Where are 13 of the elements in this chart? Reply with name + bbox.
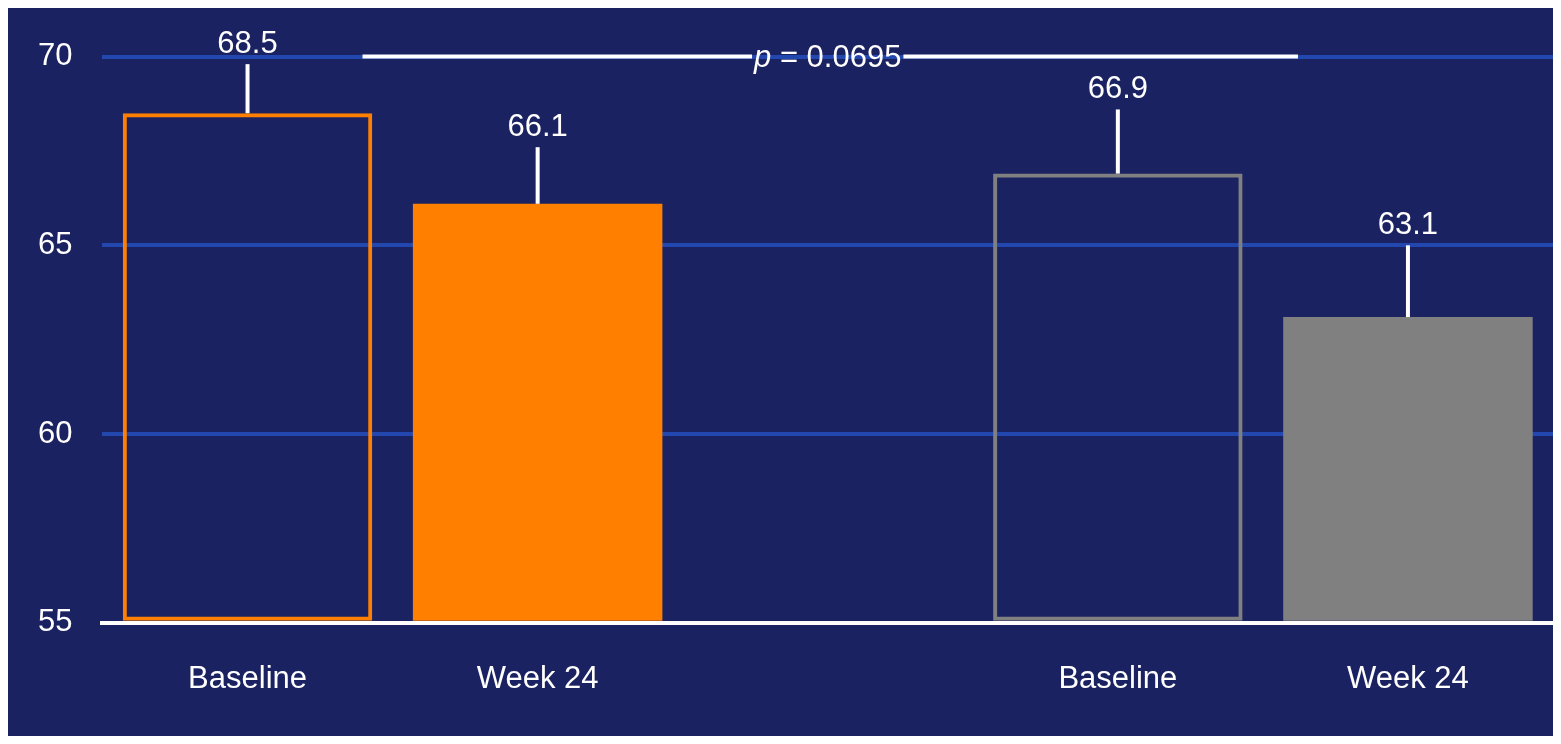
annotation: p = 0.0695 bbox=[753, 39, 902, 75]
data-label: 66.1 bbox=[507, 108, 568, 144]
y-tick-label: 70 bbox=[38, 37, 73, 73]
data-label: 68.5 bbox=[217, 25, 278, 61]
y-tick-label: 60 bbox=[38, 414, 73, 450]
x-tick-label: Week 24 bbox=[476, 659, 599, 695]
data-label: 66.9 bbox=[1087, 70, 1149, 106]
y-tick-label: 55 bbox=[38, 603, 73, 639]
x-tick-label: Baseline bbox=[1058, 659, 1178, 695]
y-tick-label: 65 bbox=[38, 225, 73, 261]
x-tick-label: Week 24 bbox=[1347, 659, 1469, 695]
data-label: 63.1 bbox=[1377, 206, 1439, 242]
x-tick-label: Baseline bbox=[188, 659, 307, 695]
